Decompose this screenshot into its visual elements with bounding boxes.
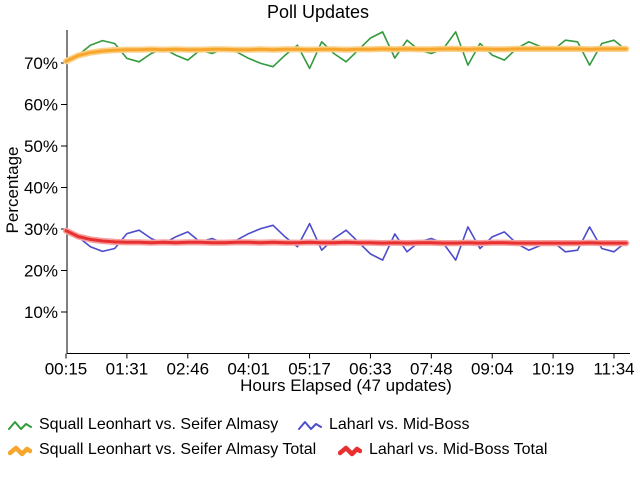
- x-tick-label: 06:33: [349, 360, 392, 379]
- legend-label-laharl-midboss-total: Laharl vs. Mid-Boss Total: [369, 441, 548, 458]
- laharl-midboss-line-icon: [298, 420, 322, 430]
- legend-item-laharl-midboss-total: Laharl vs. Mid-Boss Total: [338, 441, 547, 459]
- legend-label-squall-seifer: Squall Leonhart vs. Seifer Almasy: [39, 416, 279, 433]
- y-axis-title: Percentage: [3, 147, 22, 234]
- chart-title: Poll Updates: [267, 2, 369, 22]
- series-lines: [62, 31, 630, 261]
- legend-item-laharl-midboss: Laharl vs. Mid-Boss: [298, 416, 470, 434]
- x-tick-label: 09:04: [471, 360, 514, 379]
- axes: 10% 20% 30% 40% 50% 60% 70% 00:15 01:31 02:46 04:0…: [24, 30, 635, 379]
- y-tick-label: 10%: [24, 303, 58, 322]
- y-tick-label: 30%: [24, 220, 58, 239]
- x-tick-label: 00:15: [45, 360, 88, 379]
- x-tick-label: 11:34: [593, 360, 634, 379]
- laharl-midboss-total-line-icon: [338, 445, 362, 456]
- y-tick-label: 20%: [24, 262, 58, 281]
- series-line: [64, 229, 628, 245]
- x-tick-label: 04:01: [227, 360, 270, 379]
- legend-label-laharl-midboss: Laharl vs. Mid-Boss: [329, 416, 470, 433]
- y-tick-label: 50%: [24, 137, 58, 156]
- x-tick-label: 01:31: [106, 360, 149, 379]
- series-line: [64, 47, 628, 63]
- x-axis-title: Hours Elapsed (47 updates): [240, 376, 452, 395]
- y-tick-label: 70%: [24, 54, 58, 73]
- legend-item-squall-seifer: Squall Leonhart vs. Seifer Almasy: [8, 416, 278, 434]
- legend-label-squall-seifer-total: Squall Leonhart vs. Seifer Almasy Total: [39, 441, 317, 458]
- x-tick-label: 05:17: [288, 360, 331, 379]
- x-tick-label: 02:46: [167, 360, 210, 379]
- y-tick-label: 60%: [24, 96, 58, 115]
- y-tick-label: 40%: [24, 179, 58, 198]
- x-tick-label: 07:48: [410, 360, 453, 379]
- squall-seifer-total-line-icon: [8, 445, 32, 456]
- squall-seifer-line-icon: [8, 420, 32, 430]
- x-tick-label: 10:19: [532, 360, 575, 379]
- legend-item-squall-seifer-total: Squall Leonhart vs. Seifer Almasy Total: [8, 441, 316, 459]
